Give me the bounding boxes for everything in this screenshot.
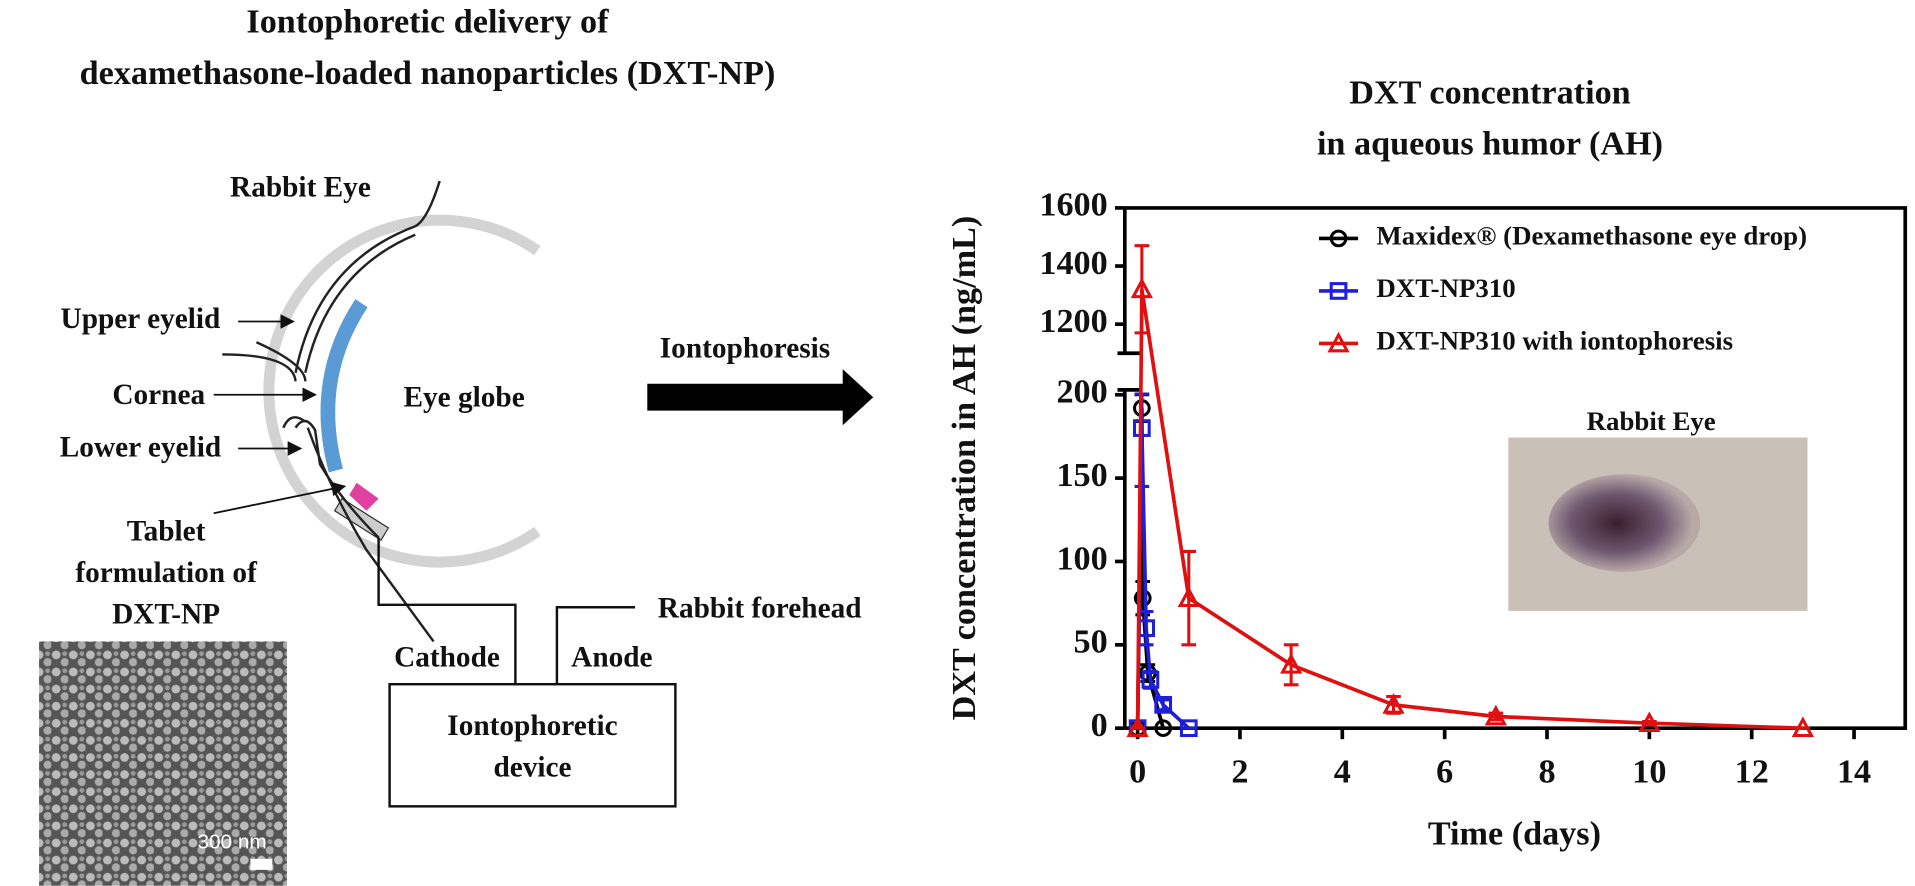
label: Upper eyelid (61, 303, 221, 335)
diagram-title: Iontophoretic delivery of (246, 4, 609, 41)
label: Anode (571, 641, 652, 673)
data-point (1177, 586, 1200, 607)
x-tick-label: 10 (1632, 753, 1666, 790)
axis-break (1117, 351, 1140, 392)
label-arrow (213, 481, 347, 515)
diagram-title: dexamethasone-loaded nanoparticles (DXT-… (80, 55, 776, 92)
x-tick-label: 14 (1837, 753, 1871, 790)
data-point (1179, 719, 1198, 738)
label: device (493, 751, 571, 783)
diagram: Iontophoretic delivery of dexamethasone-… (39, 4, 874, 886)
cornea-shape (320, 299, 368, 473)
error-bar (1134, 244, 1150, 335)
label: Rabbit forehead (658, 593, 862, 625)
x-tick-label: 4 (1334, 753, 1351, 790)
y-tick-label: 50 (1074, 624, 1108, 661)
y-tick-label: 1600 (1039, 187, 1107, 224)
data-point (1791, 716, 1814, 738)
data-point (1126, 716, 1149, 738)
x-axis-label: Time (days) (1428, 816, 1601, 853)
x-tick-label: 2 (1231, 753, 1248, 790)
data-point (1133, 589, 1152, 607)
y-tick-label: 200 (1056, 374, 1107, 411)
chart-title: in aqueous humor (AH) (1317, 126, 1663, 163)
chart-title: DXT concentration (1349, 74, 1630, 111)
data-point (1382, 693, 1405, 714)
wire (377, 537, 636, 685)
upper-eyelid-shape (294, 180, 441, 374)
error-bar (1283, 643, 1299, 687)
legend-marker (1329, 229, 1348, 248)
device-box (388, 682, 677, 808)
y-tick-label: 150 (1056, 457, 1107, 494)
chart: DXT concentration in aqueous humor (AH) … (946, 74, 1908, 853)
series-line (1135, 289, 1803, 731)
legend-label: DXT-NP310 with iontophoresis (1376, 326, 1733, 356)
tablet-patch (349, 482, 379, 511)
label: Rabbit Eye (230, 171, 371, 203)
y-tick-label: 1200 (1039, 303, 1107, 340)
lower-eyelid-shape (282, 416, 435, 643)
label: Eye globe (403, 381, 524, 413)
inset-label: Rabbit Eye (1587, 406, 1716, 436)
process-arrow (647, 369, 874, 426)
label: Iontophoretic (447, 710, 617, 742)
y-tick-label: 0 (1091, 707, 1108, 744)
error-bar (1181, 549, 1197, 647)
label: Cathode (394, 641, 500, 673)
error-bar (1155, 698, 1171, 712)
label: Iontophoresis (660, 333, 830, 365)
x-tick-label: 8 (1538, 753, 1555, 790)
eye-globe-shape (263, 214, 541, 568)
legend-marker (1329, 282, 1348, 300)
data-point (1141, 670, 1160, 689)
data-point (1484, 704, 1507, 726)
scale-bar (250, 858, 273, 870)
legend-label: Maxidex® (Dexamethasone eye drop) (1376, 221, 1807, 251)
legend-label: DXT-NP310 (1376, 273, 1515, 303)
axis-frame (1124, 206, 1908, 731)
data-point (1154, 719, 1173, 738)
label: DXT-NP (112, 599, 220, 631)
lashes (222, 341, 307, 382)
label: Tablet (127, 516, 206, 548)
x-tick-label: 12 (1735, 753, 1769, 790)
series-line (1135, 428, 1191, 730)
legend-marker (1327, 331, 1350, 353)
data-point (1154, 695, 1173, 714)
inset-eye (1548, 474, 1701, 572)
label: Lower eyelid (60, 431, 221, 463)
x-tick-label: 6 (1436, 753, 1453, 790)
sem-image (39, 641, 288, 886)
label: formulation of (75, 557, 258, 589)
y-axis-label: DXT concentration in AH (ng/mL) (946, 216, 983, 721)
data-point (1280, 653, 1303, 674)
error-bar (1138, 609, 1154, 647)
x-tick-label: 0 (1129, 753, 1146, 790)
scale-label: 300 nm (197, 830, 266, 853)
y-tick-label: 1400 (1039, 245, 1107, 282)
data-point (1130, 277, 1153, 299)
data-point (1638, 711, 1661, 733)
label: Cornea (112, 379, 205, 411)
y-tick-label: 100 (1056, 540, 1107, 577)
